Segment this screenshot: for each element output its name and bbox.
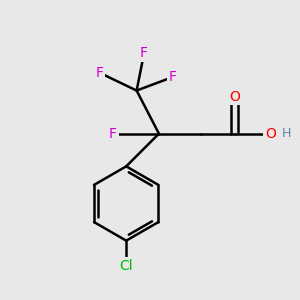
Text: O: O: [265, 127, 276, 141]
Text: O: O: [229, 89, 240, 103]
Text: F: F: [168, 70, 176, 84]
Text: H: H: [282, 127, 291, 140]
Text: F: F: [140, 46, 148, 60]
Text: Cl: Cl: [119, 259, 133, 273]
Text: F: F: [95, 66, 104, 80]
Text: F: F: [109, 127, 117, 141]
